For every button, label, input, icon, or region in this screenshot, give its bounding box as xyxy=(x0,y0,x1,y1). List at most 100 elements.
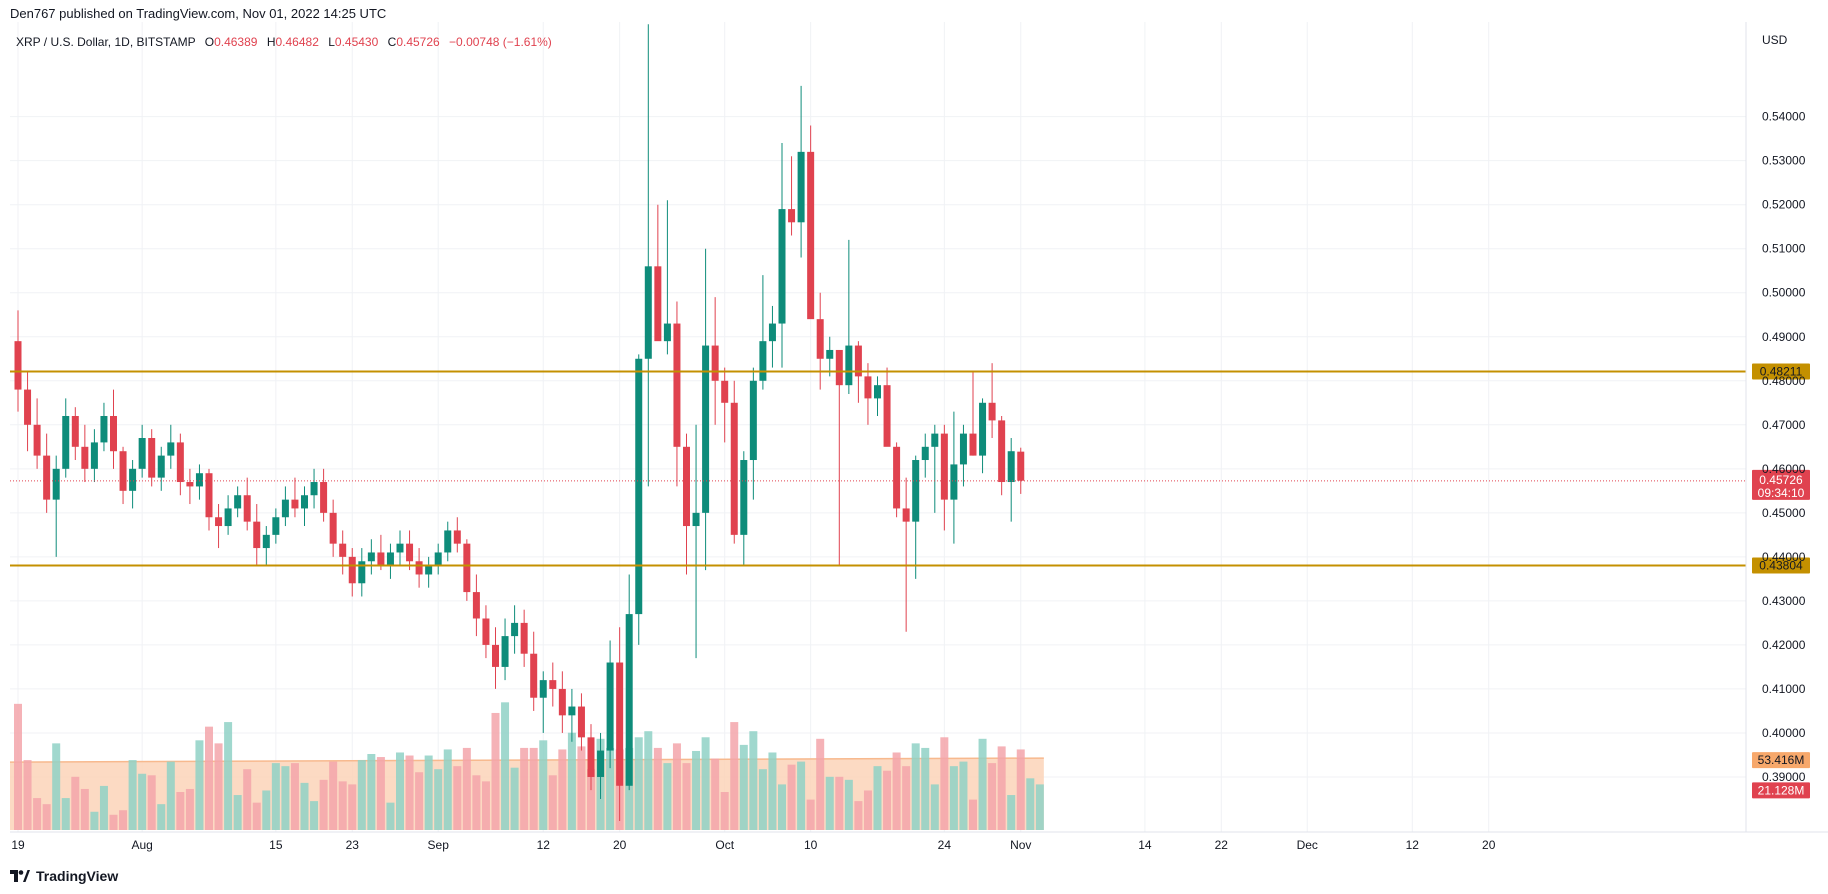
volume-bar xyxy=(606,747,615,830)
volume-bar xyxy=(243,769,252,830)
candle xyxy=(530,631,538,711)
published-header: Den767 published on TradingView.com, Nov… xyxy=(10,6,387,21)
candle-body xyxy=(979,402,987,456)
candle xyxy=(348,548,356,597)
candle xyxy=(663,200,671,355)
candle-body xyxy=(606,662,614,751)
candle xyxy=(310,468,318,509)
x-tick-label: 20 xyxy=(1482,838,1496,852)
candle-body xyxy=(988,402,996,421)
volume-bar xyxy=(319,779,328,830)
candle-body xyxy=(931,433,939,447)
candle xyxy=(33,398,41,469)
candle xyxy=(816,292,824,390)
candle-body xyxy=(90,442,98,469)
candle xyxy=(826,336,834,377)
volume-bar xyxy=(109,814,118,830)
candle xyxy=(501,618,509,681)
low-label: L xyxy=(328,35,335,49)
candle xyxy=(138,424,146,478)
level-badge[interactable] xyxy=(1752,363,1810,380)
candle-body xyxy=(797,151,805,223)
candle-body xyxy=(243,495,251,522)
candle xyxy=(62,398,70,478)
volume-bar xyxy=(1007,795,1016,830)
candle xyxy=(472,574,480,637)
volume-bar xyxy=(80,788,89,830)
symbol-name[interactable]: XRP / U.S. Dollar, 1D, BITSTAMP xyxy=(16,35,196,49)
volume-bar xyxy=(825,776,834,830)
volume-bar xyxy=(663,763,672,830)
candle xyxy=(683,433,690,575)
y-tick-label: 0.45000 xyxy=(1762,506,1806,520)
level-badge-label: 0.43804 xyxy=(1759,558,1803,572)
candle xyxy=(788,156,796,236)
candle xyxy=(893,442,901,518)
candle-body xyxy=(138,438,146,469)
volume-bar xyxy=(672,743,681,830)
x-tick-label: Oct xyxy=(715,838,734,852)
volume-bar xyxy=(443,749,452,830)
candle xyxy=(835,349,843,566)
x-tick-label: 23 xyxy=(346,838,360,852)
y-tick-label: 0.46000 xyxy=(1762,462,1806,476)
candle-body xyxy=(683,446,690,527)
candle-body xyxy=(157,455,165,478)
volume-bar xyxy=(692,750,701,830)
candle-body xyxy=(148,438,156,478)
candle-body xyxy=(24,389,32,425)
volume-bar xyxy=(176,792,185,830)
volume-badge[interactable] xyxy=(1752,752,1810,769)
volume-bar xyxy=(281,766,290,830)
candle-body xyxy=(816,319,824,359)
volume-bar xyxy=(405,755,414,830)
candle-body xyxy=(186,482,194,487)
candle xyxy=(950,411,958,544)
volume-bar xyxy=(434,769,443,830)
candle xyxy=(711,297,719,425)
candle-body xyxy=(377,552,385,566)
candle xyxy=(482,605,490,659)
candle-body xyxy=(778,209,786,324)
candle xyxy=(654,204,662,342)
candle xyxy=(52,455,60,557)
volume-bar xyxy=(14,703,22,830)
candle-body xyxy=(959,433,967,465)
volume-badge[interactable] xyxy=(1752,782,1810,799)
candle-body xyxy=(348,556,356,584)
volume-bar xyxy=(271,763,280,830)
last-price-badge[interactable] xyxy=(1752,469,1810,500)
y-axis-currency: USD xyxy=(1762,33,1788,47)
candle xyxy=(587,724,595,791)
volume-bar xyxy=(558,749,567,830)
volume-bar xyxy=(233,795,242,830)
volume-bar xyxy=(166,761,175,830)
candle-body xyxy=(730,402,738,535)
candle-body xyxy=(558,688,566,716)
candle-body xyxy=(262,534,270,549)
candle xyxy=(740,451,748,566)
candle-body xyxy=(864,376,872,399)
candle-body xyxy=(434,552,442,566)
candle-body xyxy=(43,455,51,500)
candle-body xyxy=(310,482,318,496)
volume-bar xyxy=(529,747,538,830)
candle-body xyxy=(721,380,729,403)
candle-body xyxy=(291,499,299,509)
volume-badge-label: 53.416M xyxy=(1758,753,1805,767)
volume-bar xyxy=(634,737,643,830)
level-badge[interactable] xyxy=(1752,557,1810,574)
x-tick-label: 22 xyxy=(1215,838,1229,852)
volume-bar xyxy=(61,798,70,830)
y-tick-label: 0.49000 xyxy=(1762,330,1806,344)
tradingview-logo[interactable]: TradingView xyxy=(10,868,118,884)
volume-bar xyxy=(577,746,586,830)
candle xyxy=(253,504,261,566)
volume-bar xyxy=(711,758,720,830)
candle xyxy=(539,671,547,733)
volume-bar xyxy=(969,799,977,830)
candle xyxy=(24,371,32,452)
y-tick-label: 0.42000 xyxy=(1762,638,1806,652)
